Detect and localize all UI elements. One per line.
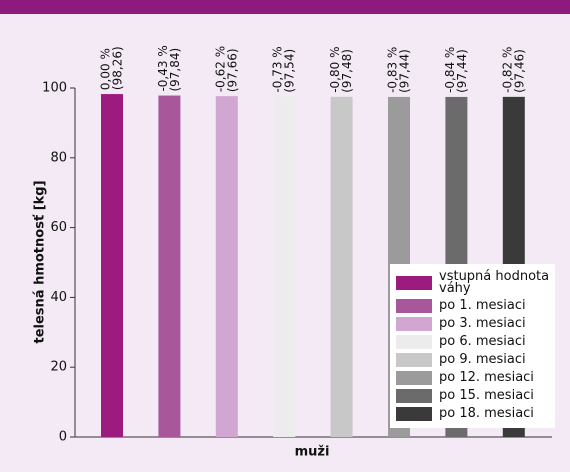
bar	[158, 95, 181, 438]
y-tick-label: 40	[50, 290, 67, 305]
legend-entry: po 3. mesiaci	[396, 317, 551, 331]
legend-entry: po 9. mesiaci	[396, 353, 551, 367]
y-axis-label: telesná hmotnosť [kg]	[33, 180, 48, 343]
legend-label: po 18. mesiaci	[439, 406, 534, 421]
y-tick-label: 80	[50, 150, 67, 165]
bar	[330, 96, 353, 437]
legend-entry: vstupná hodnota váhy	[396, 269, 551, 296]
value-label: (97,66)	[225, 48, 239, 92]
x-axis-label: muži	[295, 445, 330, 460]
change-label: -0,82 %	[500, 47, 514, 93]
legend-label: po 9. mesiaci	[439, 352, 526, 367]
y-tick-label: 0	[59, 430, 67, 445]
legend-swatch	[396, 299, 432, 313]
legend-swatch	[396, 276, 432, 290]
legend: vstupná hodnota váhy po 1. mesiaci po 3. m…	[390, 264, 555, 428]
legend-entry: po 15. mesiaci	[396, 389, 551, 403]
legend-swatch	[396, 371, 432, 385]
y-tick-label: 60	[50, 220, 67, 235]
legend-swatch	[396, 407, 432, 421]
change-label: -0,43 %	[156, 45, 170, 91]
legend-label: po 1. mesiaci	[439, 298, 526, 313]
value-label: (97,44)	[455, 49, 469, 93]
value-label: (98,26)	[111, 46, 125, 90]
value-label: (97,44)	[398, 49, 412, 93]
value-label: (97,54)	[283, 49, 297, 93]
value-label: (97,48)	[340, 49, 354, 93]
value-label: (97,46)	[512, 49, 526, 93]
y-tick-label: 20	[50, 360, 67, 375]
legend-label: vstupná hodnota váhy	[439, 269, 550, 296]
legend-swatch	[396, 389, 432, 403]
legend-label: po 6. mesiaci	[439, 334, 526, 349]
legend-entry: po 1. mesiaci	[396, 299, 551, 313]
change-label: -0,73 %	[271, 46, 285, 92]
value-label: (97,84)	[168, 48, 182, 92]
change-label: -0,83 %	[386, 47, 400, 93]
legend-swatch	[396, 335, 432, 349]
legend-swatch	[396, 353, 432, 367]
bar	[215, 96, 238, 438]
legend-label: po 3. mesiaci	[439, 316, 526, 331]
header-band	[0, 0, 570, 14]
legend-swatch	[396, 317, 432, 331]
legend-entry: po 18. mesiaci	[396, 407, 551, 421]
change-label: 0,00 %	[99, 48, 113, 90]
y-tick-label: 100	[42, 81, 67, 96]
change-label: -0,84 %	[443, 47, 457, 93]
bar	[101, 94, 123, 437]
legend-label: po 15. mesiaci	[439, 388, 534, 403]
legend-entry: po 12. mesiaci	[396, 371, 551, 385]
change-label: -0,80 %	[328, 47, 342, 93]
legend-label: po 12. mesiaci	[439, 370, 534, 385]
legend-entry: po 6. mesiaci	[396, 335, 551, 349]
change-label: -0,62 %	[213, 46, 227, 92]
bar	[273, 96, 296, 438]
